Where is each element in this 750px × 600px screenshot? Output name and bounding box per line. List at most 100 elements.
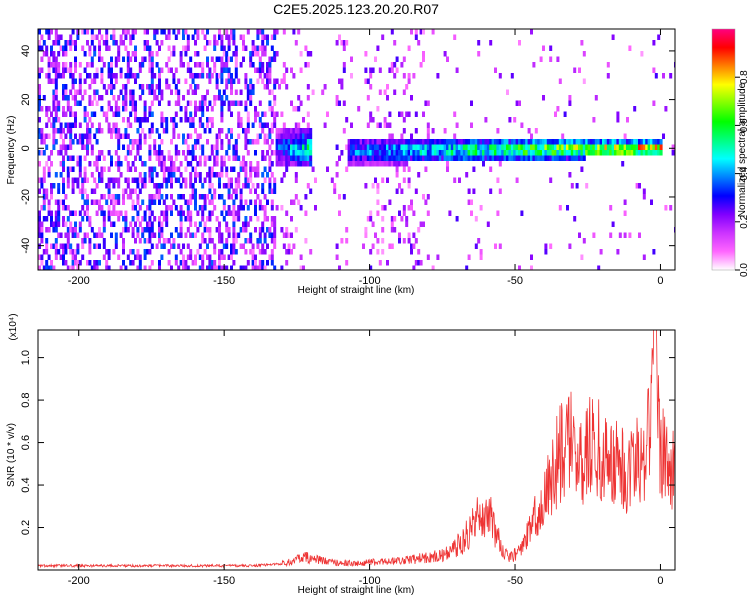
spectrogram-cell <box>189 133 193 139</box>
spectrogram-cell <box>78 161 82 167</box>
spectrogram-cell <box>364 144 368 150</box>
spectrogram-cell <box>263 155 267 161</box>
spectrogram-cell <box>158 84 161 90</box>
spectrogram-cell <box>110 177 113 183</box>
spectrogram-cell <box>71 227 75 233</box>
spectrogram-cell <box>232 227 236 233</box>
spectrogram-cell <box>81 205 85 211</box>
spectrogram-cell <box>474 216 478 222</box>
spectrogram-cell <box>102 238 106 244</box>
colorbar-tick-label: 0.4 <box>739 166 750 180</box>
spectrogram-cell <box>57 62 61 68</box>
spectrogram-cell <box>102 155 106 161</box>
spectrogram-cell <box>388 133 392 139</box>
spectrogram-cell <box>201 106 205 112</box>
spectrogram-cell <box>95 73 99 79</box>
spectrogram-cell <box>374 144 377 150</box>
spectrogram-cell <box>45 106 49 112</box>
spectrogram-cell <box>114 238 118 244</box>
spectrogram-cell <box>246 29 250 35</box>
spectrogram-cell <box>239 265 243 270</box>
spectrogram-cell <box>573 67 577 73</box>
spectrogram-cell <box>122 106 125 112</box>
spectrogram-cell <box>354 144 358 150</box>
spectrogram-cell <box>83 238 87 244</box>
spectrogram-cell <box>563 150 567 156</box>
spectrogram-cell <box>246 89 250 95</box>
spectrogram-cell <box>522 150 526 156</box>
spectrogram-cell <box>66 177 70 183</box>
spectrogram-cell <box>292 155 296 161</box>
spectrogram-cell <box>609 144 613 150</box>
spectrogram-cell <box>114 78 118 84</box>
spectrogram-cell <box>621 150 625 156</box>
spectrogram-cell <box>220 67 224 73</box>
spectrogram-cell <box>114 73 118 79</box>
spectrogram-cell <box>189 56 193 62</box>
spectrogram-cell <box>426 144 430 150</box>
spectrogram-cell <box>261 62 265 68</box>
spectrogram-cell <box>126 133 130 139</box>
spectrogram-cell <box>412 139 416 145</box>
spectrogram-cell <box>153 144 157 150</box>
spectrogram-cell <box>554 150 557 156</box>
spectrogram-cell <box>172 122 176 128</box>
spectrogram-cell <box>150 62 154 68</box>
spectrogram-cell <box>532 139 536 145</box>
spectrogram-cell <box>242 166 245 172</box>
spectrogram-cell <box>376 238 380 244</box>
spectrogram-cell <box>213 62 217 68</box>
spectrogram-cell <box>148 216 152 222</box>
spectrogram-cell <box>407 166 411 172</box>
spectrogram-cell <box>50 210 53 216</box>
spectrogram-cell <box>143 133 147 139</box>
spectrogram-cell <box>371 139 375 145</box>
spectrogram-cell <box>292 106 296 112</box>
spectrogram-cell <box>38 128 41 134</box>
spectrogram-cell <box>412 155 416 161</box>
spectrogram-cell <box>206 40 209 46</box>
spectrogram-cell <box>203 155 207 161</box>
spectrogram-cell <box>213 40 217 46</box>
spectrogram-cell <box>434 155 437 161</box>
spectrogram-cell <box>273 177 277 183</box>
spectrogram-cell <box>515 155 519 161</box>
spectrogram-cell <box>93 199 97 205</box>
spectrogram-cell <box>198 177 202 183</box>
spectrogram-cell <box>222 254 226 260</box>
snr-y-label: SNR (10 * v/v) <box>6 423 17 487</box>
spectrogram-cell <box>203 95 207 101</box>
spectrogram-cell <box>479 144 483 150</box>
spectrogram-cell <box>71 210 75 216</box>
spectrogram-cell <box>381 238 385 244</box>
spectrogram-cell <box>184 29 188 35</box>
spectrogram-cell <box>136 210 140 216</box>
spectrogram-cell <box>45 216 49 222</box>
spectrogram-cell <box>98 205 101 211</box>
spectrogram-cell <box>448 150 452 156</box>
spectrogram-cell <box>155 95 159 101</box>
spectrogram-cell <box>220 194 224 200</box>
spectrogram-cell <box>443 144 447 150</box>
spectrogram-cell <box>542 144 545 150</box>
spectrogram-cell <box>64 194 68 200</box>
spectrogram-cell <box>602 150 605 156</box>
spectrogram-cell <box>150 84 154 90</box>
spectrogram-cell <box>292 73 296 79</box>
spectrogram-cell <box>112 84 116 90</box>
spectrogram-cell <box>261 227 265 233</box>
spectrogram-cell <box>177 78 181 84</box>
spectrogram-cell <box>198 243 202 249</box>
spectrogram-cell <box>59 73 63 79</box>
spectrogram-cell <box>376 199 380 205</box>
spectrogram-cell <box>158 78 161 84</box>
spectrogram-cell <box>74 227 77 233</box>
spectrogram-cell <box>220 128 224 134</box>
spectrogram-cell <box>578 150 581 156</box>
spectrogram-cell <box>273 221 277 227</box>
spectrogram-cell <box>138 254 142 260</box>
spectrogram-cell <box>616 139 620 145</box>
spectrogram-cell <box>335 161 339 167</box>
spectrogram-cell <box>278 155 281 161</box>
spectrogram-cell <box>38 177 41 183</box>
